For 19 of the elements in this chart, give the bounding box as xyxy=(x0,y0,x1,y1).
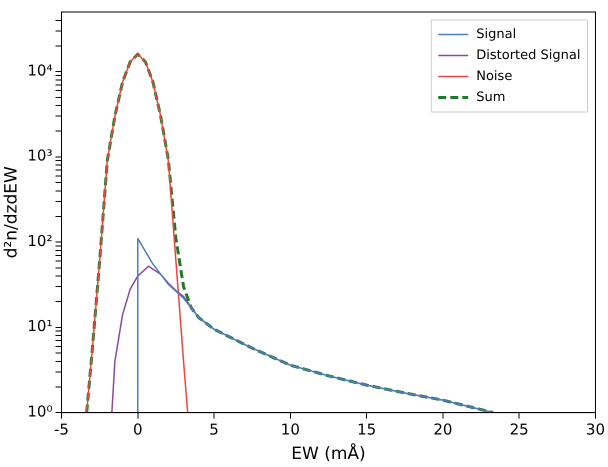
x-tick-label: 15 xyxy=(357,420,376,438)
x-tick-label: 5 xyxy=(209,420,219,438)
x-tick-label: 0 xyxy=(133,420,143,438)
legend-label: Signal xyxy=(476,26,516,42)
x-tick-label: 30 xyxy=(586,420,606,438)
x-tick-label: 25 xyxy=(510,420,529,438)
x-axis-title: EW (mÅ) xyxy=(291,443,366,464)
x-tick-label: -5 xyxy=(54,420,69,438)
y-tick-label: 10² xyxy=(27,232,52,250)
x-tick-label: 10 xyxy=(280,420,300,438)
legend-label: Sum xyxy=(476,90,506,105)
y-tick-label: 10⁰ xyxy=(27,402,52,420)
legend-label: Noise xyxy=(476,68,512,84)
y-axis-title: d²n/dzdEW xyxy=(2,166,22,258)
x-tick-label: 20 xyxy=(433,420,452,438)
y-tick-label: 10¹ xyxy=(27,317,52,336)
y-tick-label: 10³ xyxy=(27,146,52,165)
y-tick-label: 10⁴ xyxy=(27,61,52,80)
legend-label: Distorted Signal xyxy=(476,48,580,63)
